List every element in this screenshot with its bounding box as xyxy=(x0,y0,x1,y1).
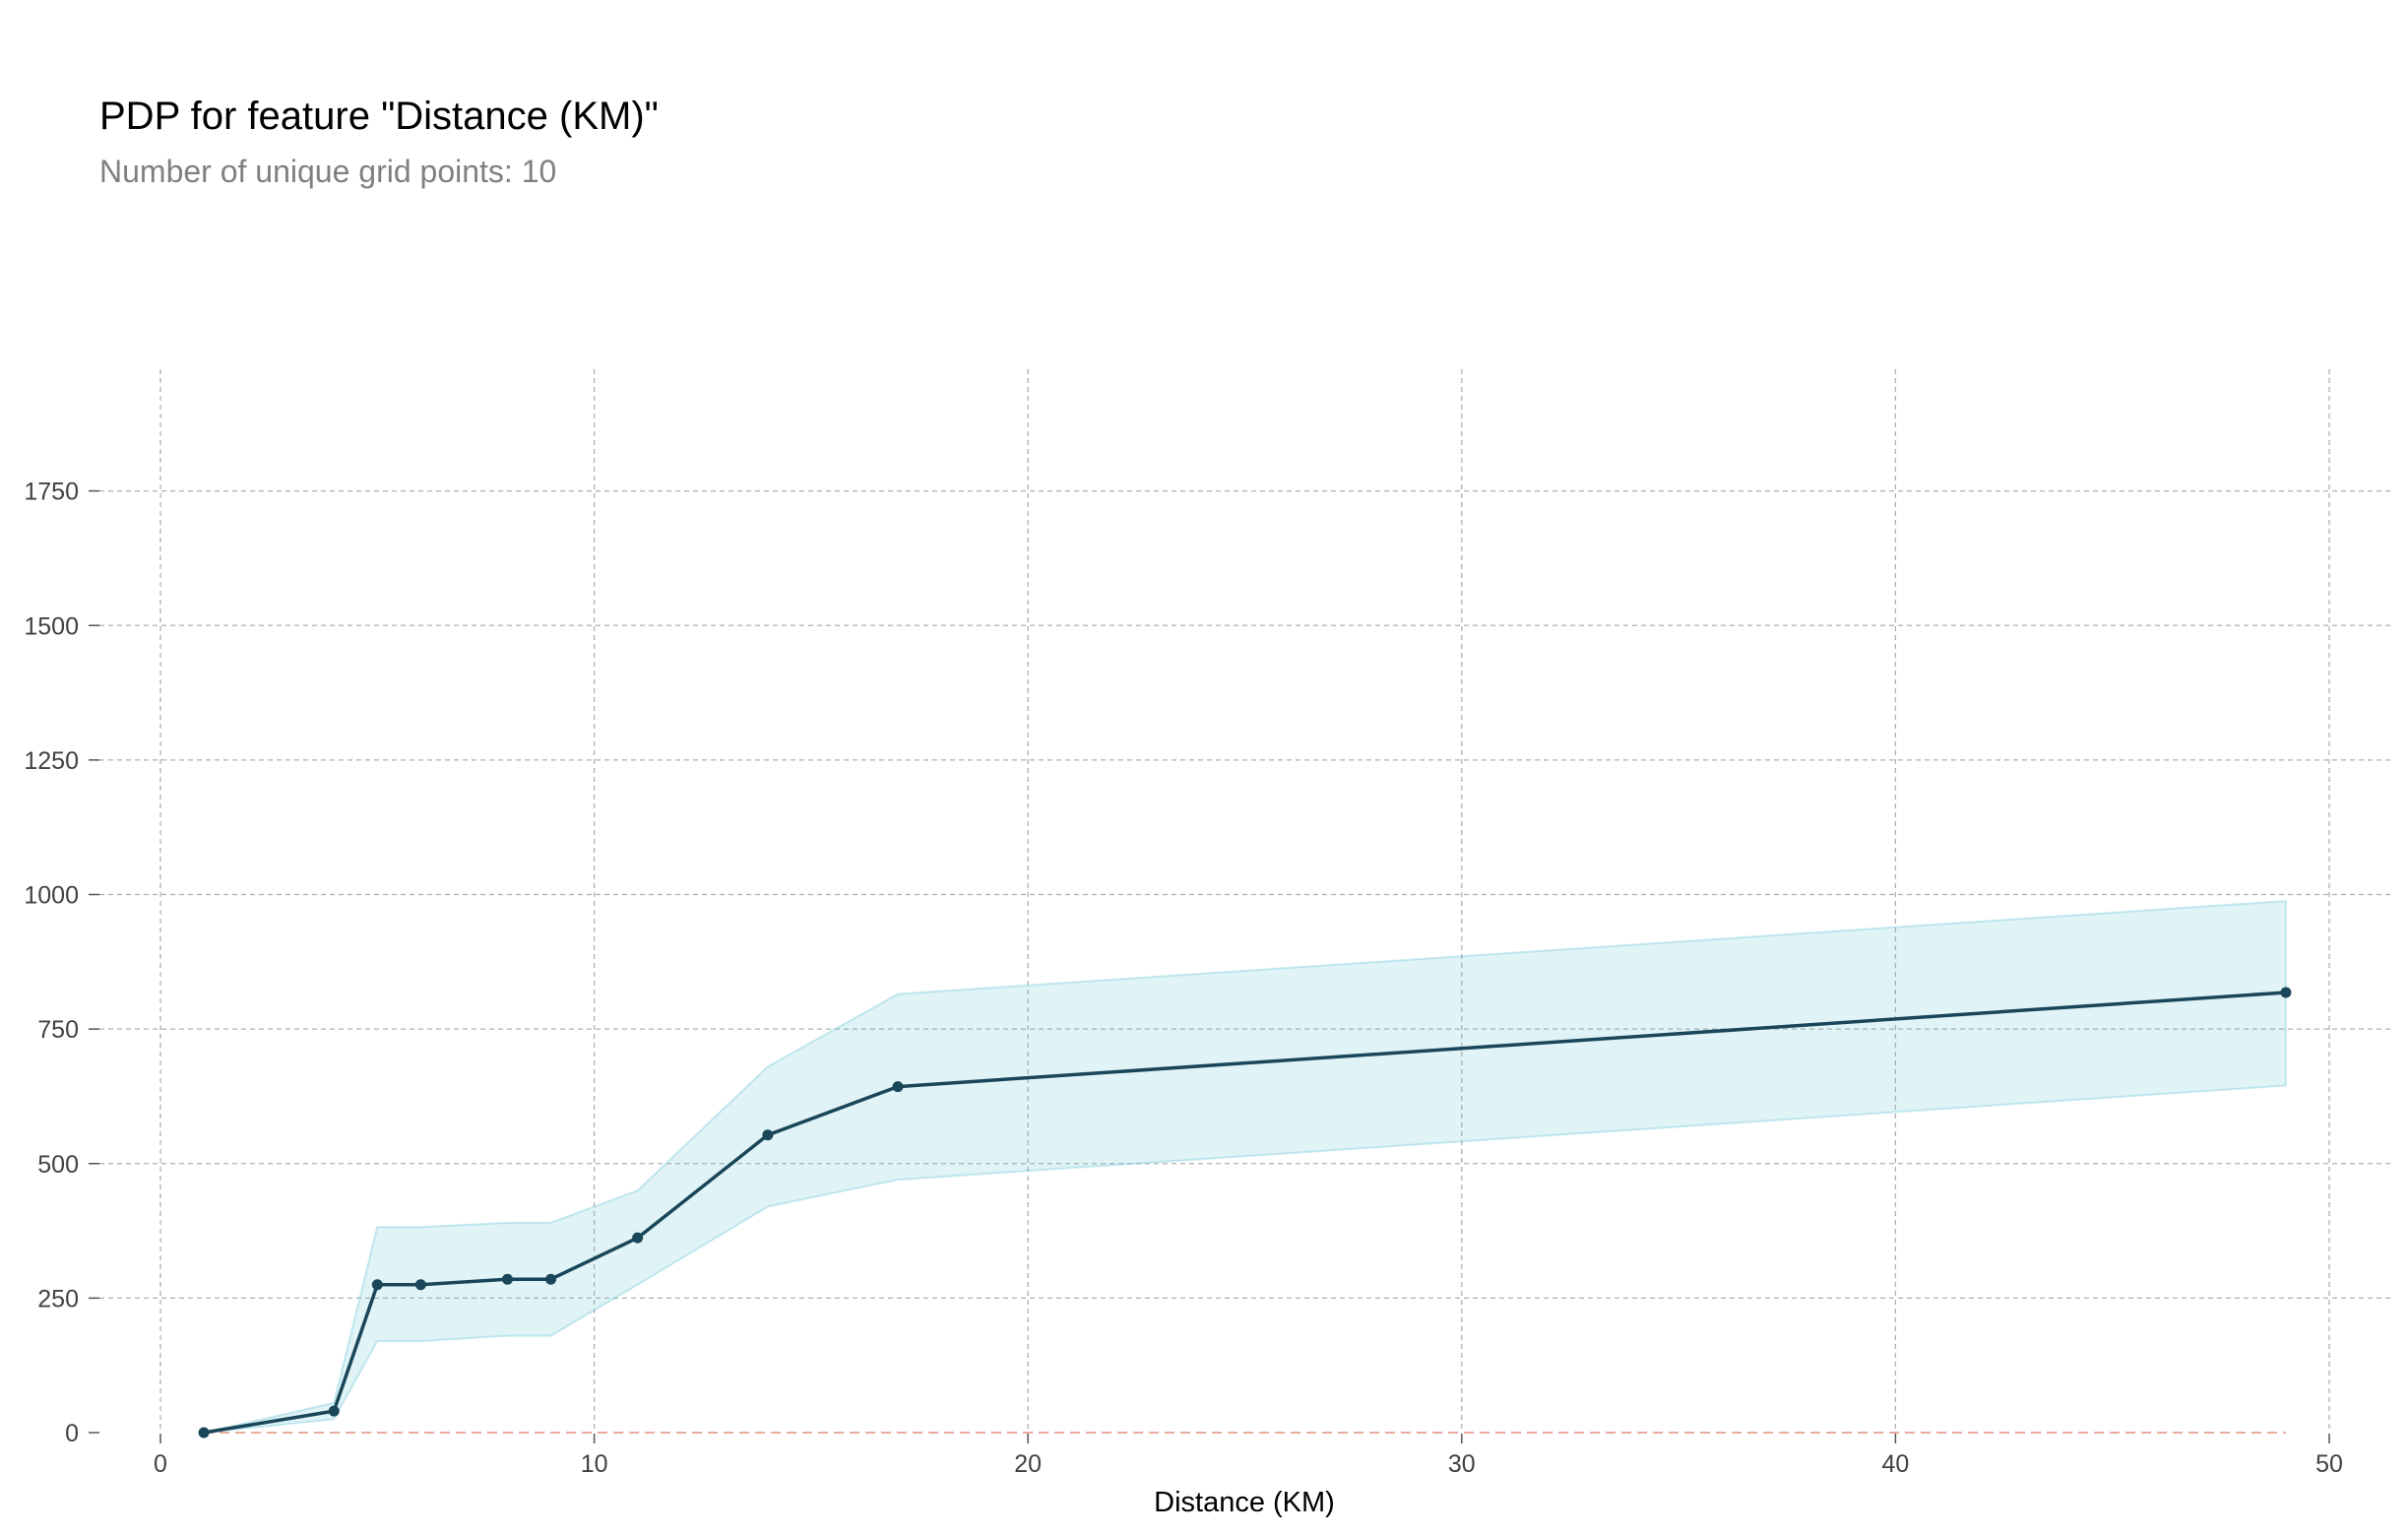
y-axis-ticks: 0 250 500 750 1000 1250 1500 1750 xyxy=(24,479,99,1447)
confidence-band xyxy=(203,900,2287,1434)
x-tick-label: 10 xyxy=(581,1450,608,1478)
y-tick-label: 1000 xyxy=(24,882,79,910)
y-tick-label: 0 xyxy=(65,1420,79,1447)
x-tick-label: 20 xyxy=(1014,1450,1042,1478)
y-tick-label: 1750 xyxy=(24,479,79,506)
pdp-point xyxy=(414,1279,426,1291)
x-axis-label: Distance (KM) xyxy=(1154,1487,1335,1518)
pdp-point xyxy=(762,1129,774,1141)
grid-lines xyxy=(99,369,2392,1433)
pdp-point xyxy=(545,1273,557,1285)
y-tick-label: 250 xyxy=(37,1285,79,1312)
confidence-band-layer xyxy=(203,900,2287,1434)
pdp-line-layer xyxy=(203,991,2287,1435)
pdp-point xyxy=(371,1279,383,1291)
y-tick-label: 500 xyxy=(37,1151,79,1179)
pdp-point xyxy=(501,1273,513,1285)
chart-subtitle: Number of unique grid points: 10 xyxy=(99,154,557,189)
pdp-line xyxy=(203,991,2287,1435)
pdp-point xyxy=(892,1081,904,1093)
pdp-point xyxy=(2280,987,2292,998)
y-tick-label: 1250 xyxy=(24,747,79,775)
x-tick-label: 30 xyxy=(1448,1450,1476,1478)
pdp-point xyxy=(632,1232,644,1244)
pdp-point xyxy=(328,1405,340,1417)
x-axis-ticks: 0 10 20 30 40 50 xyxy=(154,1434,2343,1478)
x-tick-label: 50 xyxy=(2315,1450,2343,1478)
y-tick-label: 1500 xyxy=(24,612,79,640)
y-tick-label: 750 xyxy=(37,1016,79,1044)
x-tick-label: 40 xyxy=(1881,1450,1909,1478)
pdp-markers-layer xyxy=(198,987,2292,1439)
chart-title: PDP for feature "Distance (KM)" xyxy=(99,95,659,138)
x-tick-label: 0 xyxy=(154,1450,167,1478)
pdp-point xyxy=(198,1427,210,1439)
